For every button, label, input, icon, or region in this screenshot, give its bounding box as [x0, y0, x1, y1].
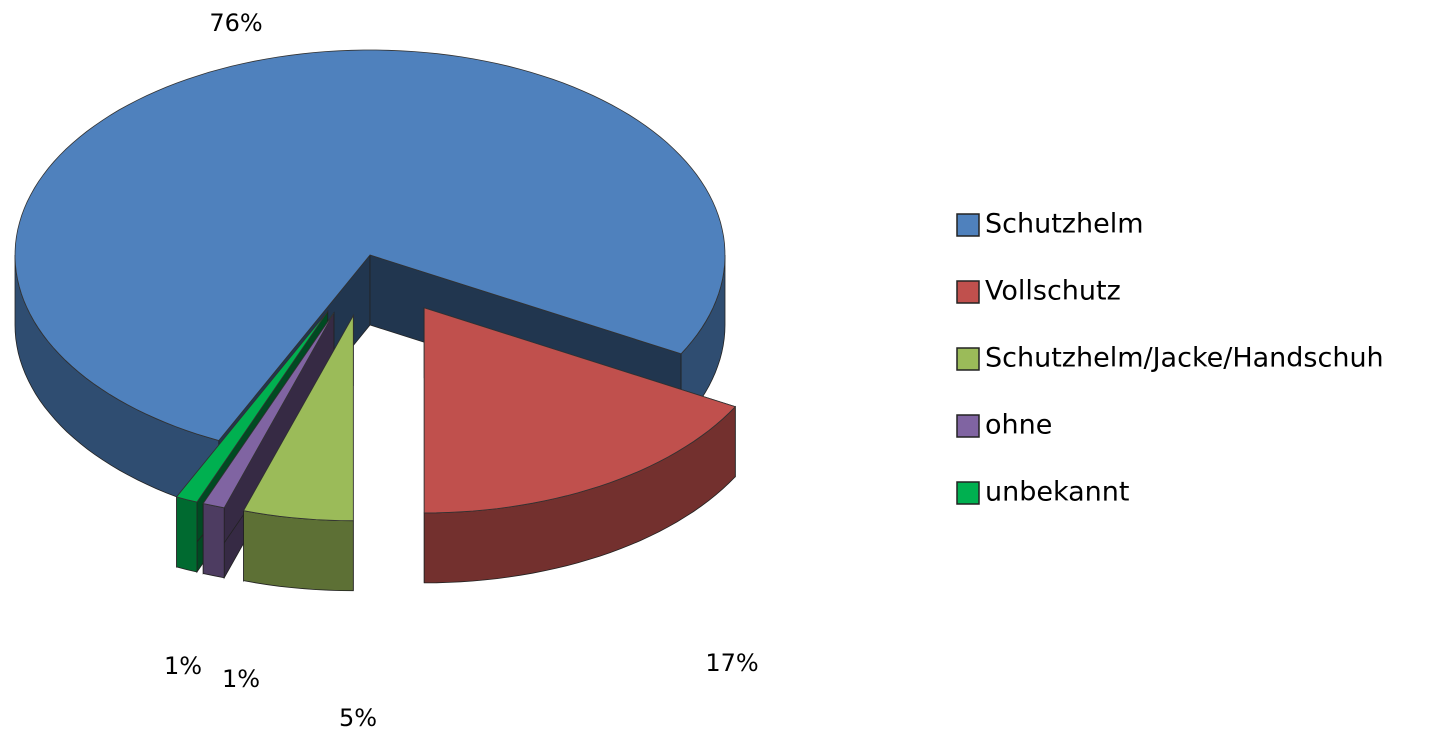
slice-top [202, 312, 335, 509]
slice-top [175, 311, 329, 503]
slice-top [242, 314, 354, 522]
data-label: 5% [339, 704, 377, 731]
legend-swatch [956, 280, 980, 304]
legend-swatch [956, 213, 980, 237]
data-label: 1% [222, 665, 260, 693]
legend-label: unbekannt [985, 477, 1130, 508]
legend-label: Schutzhelm [985, 209, 1144, 240]
pie-slice [242, 314, 354, 592]
data-label: 17% [705, 649, 758, 677]
legend-label: Vollschutz [985, 276, 1121, 307]
legend-swatch [956, 347, 980, 371]
data-label: 1% [164, 652, 202, 680]
slice-wall [202, 503, 225, 579]
data-label: 76% [209, 9, 262, 37]
legend-label: ohne [985, 410, 1052, 441]
pie-slice [423, 307, 737, 584]
slice-top [423, 307, 737, 514]
slice-wall [176, 496, 198, 573]
legend-swatch [956, 414, 980, 438]
slice-wall [243, 510, 354, 592]
slice-top [14, 49, 726, 441]
legend-label: Schutzhelm/Jacke/Handschuh [985, 343, 1384, 374]
legend-swatch [956, 481, 980, 505]
